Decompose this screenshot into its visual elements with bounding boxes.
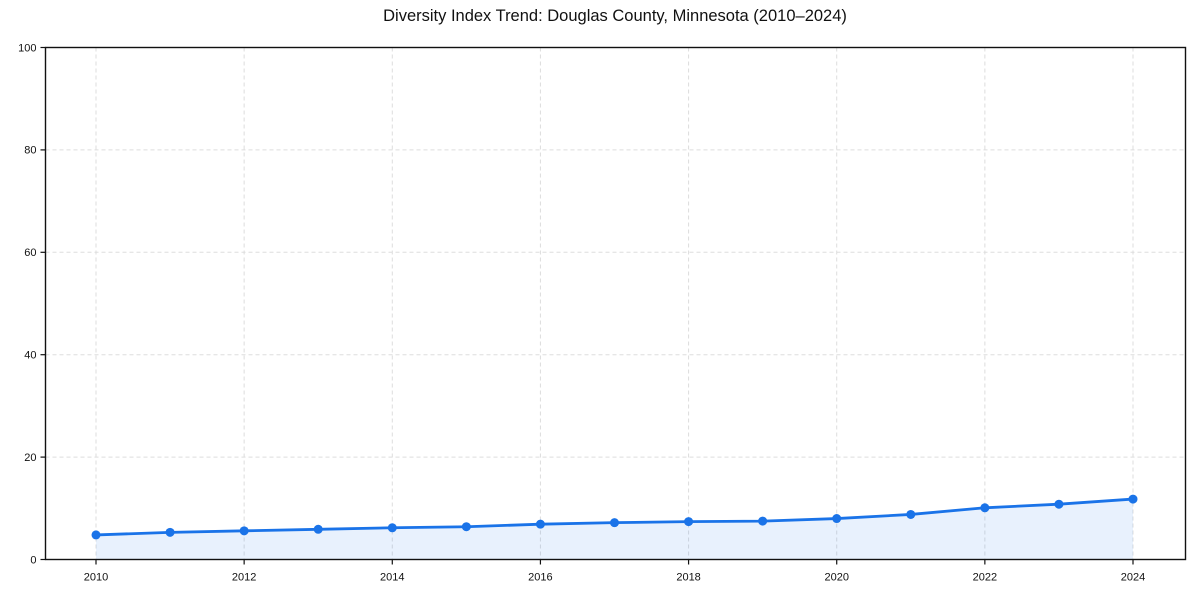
data-point-marker: [906, 509, 916, 519]
data-point-marker: [1128, 494, 1138, 504]
x-tick-label: 2024: [1121, 572, 1145, 584]
plot-frame: [44, 46, 1187, 561]
data-point-marker: [461, 522, 471, 532]
x-tick-label: 2018: [676, 572, 700, 584]
x-tick-label: 2014: [380, 572, 404, 584]
x-tick-label: 2012: [232, 572, 256, 584]
y-tick-label: 60: [24, 247, 36, 259]
data-point-marker: [313, 524, 323, 534]
y-tick-label: 20: [24, 452, 36, 464]
data-point-marker: [610, 518, 619, 528]
data-point-marker: [758, 516, 768, 526]
x-tick-label: 2016: [528, 572, 552, 584]
data-point-marker: [165, 527, 175, 537]
y-tick-label: 80: [24, 145, 36, 157]
area-fill: [96, 499, 1133, 560]
data-point-marker: [91, 530, 101, 540]
y-tick-label: 100: [18, 42, 36, 54]
data-point-marker: [1054, 499, 1064, 509]
y-tick-label: 0: [30, 554, 36, 566]
chart-title: Diversity Index Trend: Douglas County, M…: [383, 7, 847, 25]
data-point-marker: [832, 514, 842, 524]
data-point-marker: [684, 517, 694, 527]
data-point-marker: [980, 503, 990, 513]
x-tick-label: 2010: [84, 572, 108, 584]
x-tick-label: 2020: [824, 572, 848, 584]
data-point-marker: [387, 523, 397, 533]
y-tick-label: 40: [24, 350, 36, 362]
data-point-marker: [535, 519, 545, 529]
data-point-marker: [239, 526, 249, 536]
x-tick-label: 2022: [973, 572, 997, 584]
